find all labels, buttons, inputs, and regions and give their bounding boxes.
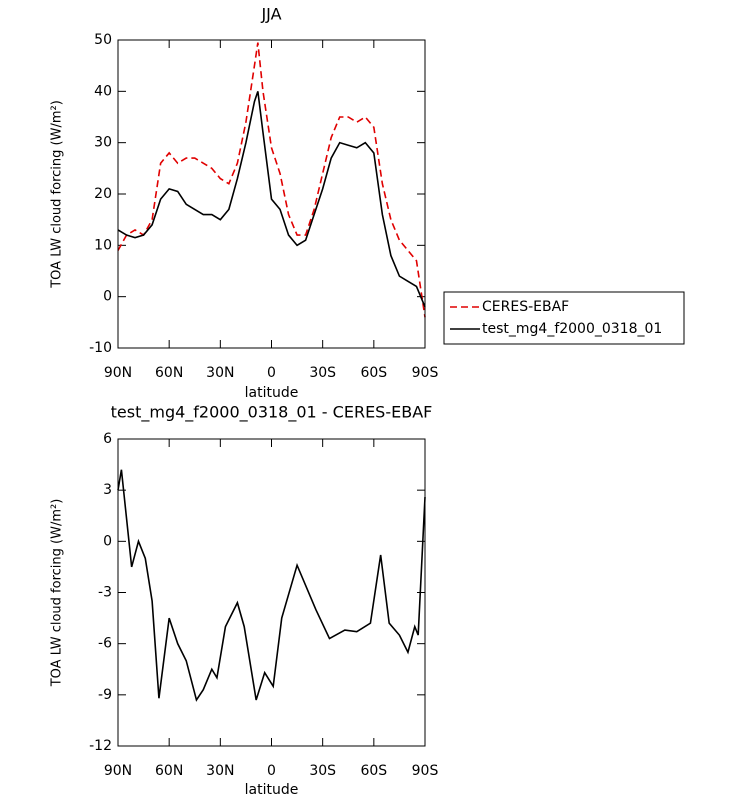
y-axis-label: TOA LW cloud forcing (W/m²) [50, 100, 65, 289]
y-tick-label: 10 [94, 237, 112, 253]
y-axis-label: TOA LW cloud forcing (W/m²) [50, 499, 65, 688]
y-tick-label: -9 [98, 687, 112, 703]
x-tick-label: 60N [155, 763, 183, 779]
y-tick-label: 6 [103, 431, 112, 447]
plot-frame [117, 39, 426, 349]
x-tick-label: 90S [412, 763, 439, 779]
y-tick-label: 0 [103, 533, 112, 549]
x-tick-label: 60N [155, 365, 183, 381]
y-tick-label: 3 [103, 482, 112, 498]
x-tick-label: 30S [309, 365, 336, 381]
y-tick-label: 30 [94, 135, 112, 151]
x-axis-label: latitude [245, 782, 299, 798]
x-tick-label: 30N [206, 365, 234, 381]
x-tick-label: 0 [267, 763, 276, 779]
series-line [117, 91, 426, 308]
y-tick-label: 50 [94, 32, 112, 48]
chart-title: JJA [260, 5, 281, 24]
y-tick-label: -3 [98, 585, 112, 601]
chart-title: test_mg4_f2000_0318_01 - CERES-EBAF [111, 403, 433, 423]
x-axis-label: latitude [245, 385, 299, 401]
plot-frame [117, 438, 426, 747]
y-tick-label: -10 [89, 340, 112, 356]
legend-label: test_mg4_f2000_0318_01 [482, 321, 662, 337]
y-tick-label: 20 [94, 186, 112, 202]
series-line [117, 469, 426, 702]
x-tick-label: 30S [309, 763, 336, 779]
y-tick-label: -12 [89, 738, 112, 754]
x-tick-label: 30N [206, 763, 234, 779]
y-tick-label: 40 [94, 83, 112, 99]
legend-box [443, 291, 685, 345]
y-tick-label: -6 [98, 636, 112, 652]
x-tick-label: 60S [360, 763, 387, 779]
x-tick-label: 0 [267, 365, 276, 381]
x-tick-label: 90S [412, 365, 439, 381]
legend-label: CERES-EBAF [482, 299, 569, 315]
x-tick-label: 90N [104, 365, 132, 381]
x-tick-label: 60S [360, 365, 387, 381]
y-tick-label: 0 [103, 289, 112, 305]
series-line [117, 42, 426, 318]
x-tick-label: 90N [104, 763, 132, 779]
